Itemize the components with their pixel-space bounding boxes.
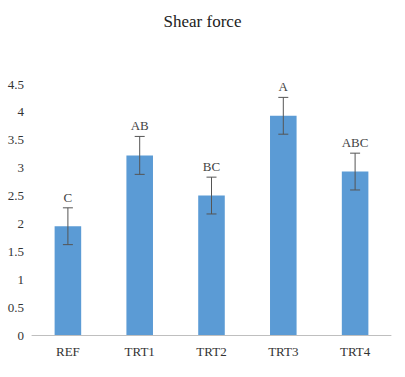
svg-text:4: 4: [18, 104, 25, 119]
svg-text:2.5: 2.5: [8, 188, 24, 203]
svg-text:ABC: ABC: [342, 135, 369, 150]
svg-text:Shear force: Shear force: [164, 12, 242, 31]
svg-text:AB: AB: [131, 118, 149, 133]
svg-text:TRT1: TRT1: [125, 344, 155, 359]
svg-text:TRT3: TRT3: [268, 344, 298, 359]
svg-text:TRT2: TRT2: [196, 344, 226, 359]
svg-text:C: C: [64, 190, 73, 205]
svg-text:3: 3: [18, 160, 25, 175]
svg-text:2: 2: [18, 216, 25, 231]
svg-text:BC: BC: [203, 159, 220, 174]
svg-text:1.5: 1.5: [8, 244, 24, 259]
svg-text:1: 1: [18, 272, 25, 287]
svg-text:A: A: [279, 79, 289, 94]
svg-text:3.5: 3.5: [8, 132, 24, 147]
svg-text:0.5: 0.5: [8, 300, 24, 315]
svg-text:4.5: 4.5: [8, 77, 24, 92]
svg-text:TRT4: TRT4: [340, 344, 371, 359]
svg-text:0: 0: [18, 328, 25, 343]
svg-text:REF: REF: [56, 344, 80, 359]
